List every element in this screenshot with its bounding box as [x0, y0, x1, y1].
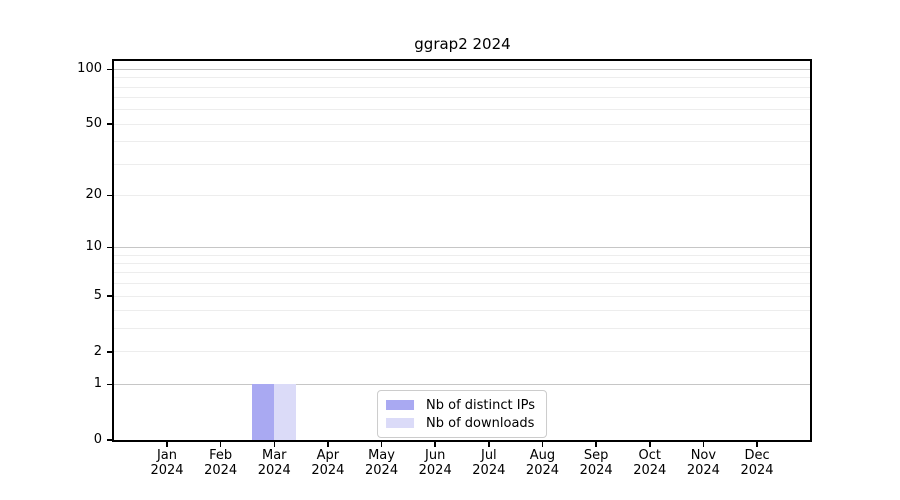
y-gridline-minor	[114, 254, 810, 256]
x-tick-month: Oct	[638, 448, 661, 463]
x-tick-year: 2024	[311, 463, 345, 478]
y-tick-mark	[107, 194, 112, 197]
x-tick-month: Aug	[529, 448, 556, 463]
y-gridline-minor	[114, 123, 810, 125]
y-tick-label: 1	[93, 376, 102, 392]
x-tick-year: 2024	[633, 463, 667, 478]
x-tick-month: Feb	[209, 448, 233, 463]
x-tick-year: 2024	[418, 463, 452, 478]
legend-label-distinct-ips: Nb of distinct IPs	[426, 397, 535, 413]
bar-nb-of-distinct-ips	[252, 384, 275, 440]
x-tick-label: Jan 2024	[137, 448, 197, 478]
x-tick-month: Jul	[480, 448, 497, 463]
x-tick-label: Dec 2024	[727, 448, 787, 478]
x-tick-year: 2024	[472, 463, 506, 478]
y-gridline-minor	[114, 310, 810, 312]
x-tick-label: Feb 2024	[191, 448, 251, 478]
x-tick-month: Apr	[316, 448, 340, 463]
x-tick-month: May	[368, 448, 395, 463]
x-tick-label: Aug 2024	[512, 448, 572, 478]
x-tick-year: 2024	[740, 463, 774, 478]
legend-label-downloads: Nb of downloads	[426, 415, 535, 431]
y-tick-label: 50	[85, 116, 102, 132]
y-gridline-major	[114, 68, 810, 70]
x-tick-mark	[219, 442, 222, 447]
y-gridline-minor	[114, 283, 810, 285]
x-tick-month: Dec	[744, 448, 770, 463]
y-tick-mark	[107, 295, 112, 297]
y-tick-label: 5	[93, 288, 102, 304]
legend: Nb of distinct IPs Nb of downloads	[377, 390, 547, 438]
y-tick-mark	[107, 123, 112, 125]
x-tick-mark	[702, 442, 705, 447]
x-tick-label: Oct 2024	[620, 448, 680, 478]
y-tick-mark	[107, 351, 112, 353]
x-tick-year: 2024	[365, 463, 399, 478]
x-tick-label: Jul 2024	[459, 448, 519, 478]
x-tick-mark	[541, 442, 544, 447]
y-tick-mark	[107, 439, 112, 441]
x-tick-month: Jun	[425, 448, 446, 463]
x-tick-label: May 2024	[352, 448, 412, 478]
x-tick-year: 2024	[686, 463, 720, 478]
y-gridline-minor	[114, 351, 810, 353]
x-tick-mark	[488, 442, 490, 447]
x-tick-label: Apr 2024	[298, 448, 358, 478]
chart-title: ggrap2 2024	[414, 35, 511, 53]
x-tick-year: 2024	[150, 463, 184, 478]
x-tick-month: Jan	[156, 448, 178, 463]
y-tick-label: 2	[93, 343, 102, 359]
bar-nb-of-downloads	[274, 384, 297, 440]
y-gridline-major	[114, 246, 810, 248]
y-gridline-minor	[114, 141, 810, 143]
y-gridline-minor	[114, 194, 810, 196]
y-gridline-minor	[114, 272, 810, 274]
y-gridline-major	[114, 383, 810, 385]
y-gridline-minor	[114, 97, 810, 99]
x-tick-label: Jun 2024	[405, 448, 465, 478]
x-tick-month: Nov	[690, 448, 717, 463]
y-tick-label: 0	[93, 432, 102, 447]
y-gridline-minor	[114, 263, 810, 264]
x-tick-mark	[649, 442, 651, 447]
y-gridline-minor	[114, 328, 810, 330]
y-tick-label: 100	[77, 61, 102, 77]
x-tick-year: 2024	[257, 463, 291, 478]
y-tick-mark	[107, 383, 112, 386]
x-tick-month: Mar	[262, 448, 287, 463]
x-tick-mark	[595, 442, 597, 447]
x-tick-label: Sep 2024	[566, 448, 626, 478]
x-tick-mark	[756, 442, 758, 447]
y-gridline-minor	[114, 77, 810, 79]
legend-item-distinct-ips: Nb of distinct IPs	[386, 397, 535, 413]
x-tick-year: 2024	[525, 463, 560, 478]
y-gridline-minor	[114, 109, 810, 111]
y-gridline-minor	[114, 163, 810, 165]
x-tick-label: Mar 2024	[244, 448, 304, 478]
x-tick-mark	[380, 442, 383, 447]
x-tick-mark	[327, 442, 329, 447]
x-tick-month: Sep	[583, 448, 609, 463]
x-tick-mark	[434, 442, 436, 447]
y-tick-mark	[107, 68, 112, 71]
x-tick-year: 2024	[204, 463, 238, 478]
y-tick-mark	[107, 246, 112, 249]
y-tick-label: 10	[85, 239, 102, 255]
y-tick-label: 20	[85, 187, 102, 203]
y-gridline-minor	[114, 295, 810, 297]
y-gridline-minor	[114, 86, 810, 88]
legend-item-downloads: Nb of downloads	[386, 415, 535, 431]
x-tick-mark	[273, 442, 276, 447]
x-tick-mark	[166, 442, 168, 447]
x-tick-label: Nov 2024	[673, 448, 733, 478]
legend-swatch-distinct-ips	[386, 400, 415, 410]
x-tick-year: 2024	[579, 463, 613, 478]
legend-swatch-downloads	[386, 418, 415, 428]
